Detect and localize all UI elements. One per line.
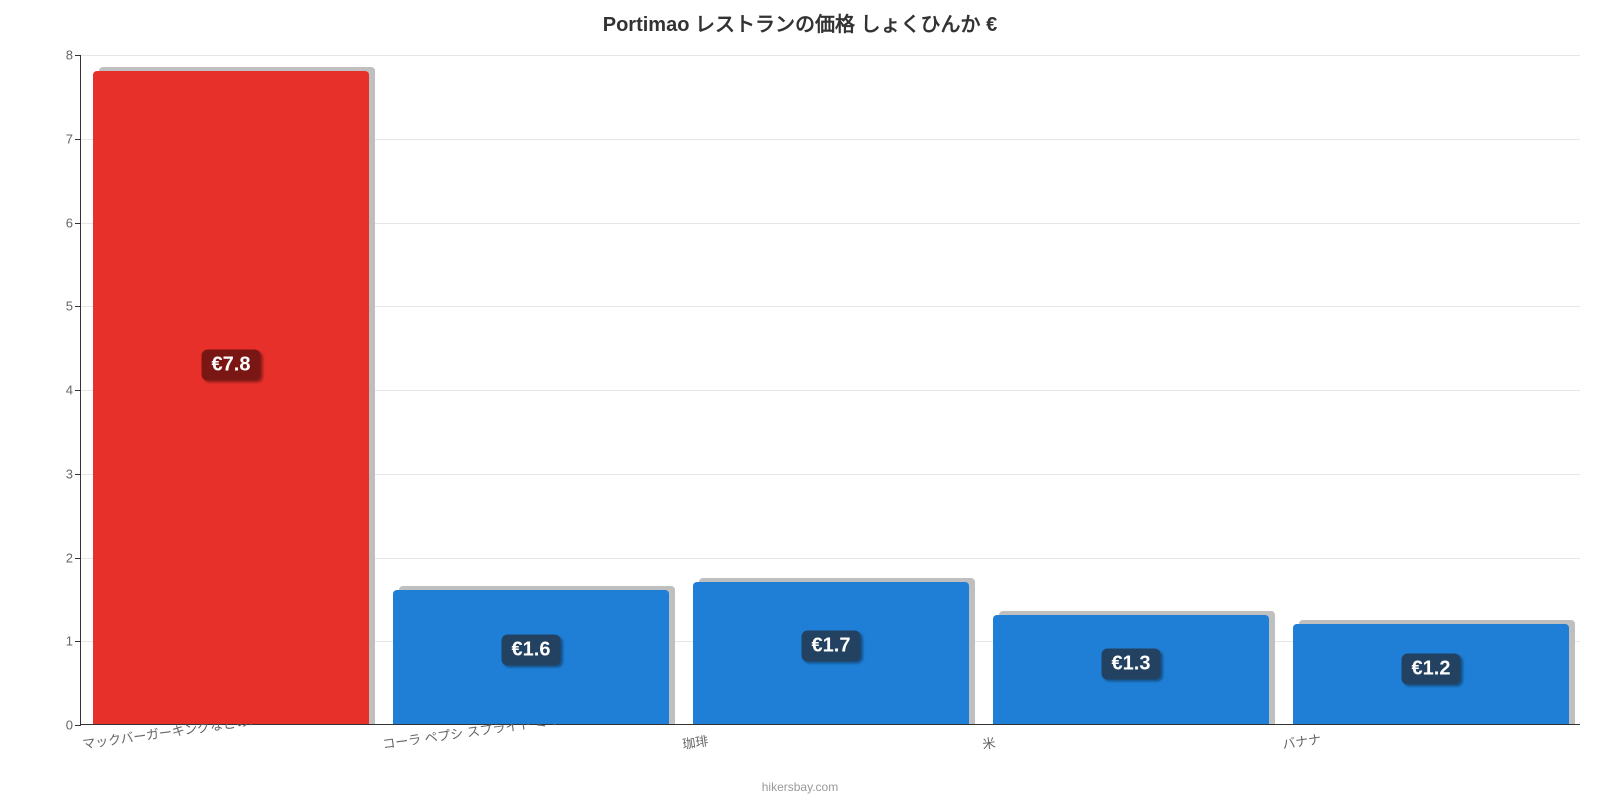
price-bar-chart: Portimao レストランの価格 しょくひんか € 012345678€7.8…: [0, 0, 1600, 800]
x-tick-label: 米: [981, 732, 997, 753]
value-badge: €1.6: [502, 635, 561, 666]
bar-slot: €7.8マックバーガーキングなどのバー: [81, 55, 381, 724]
attribution-text: hikersbay.com: [0, 780, 1600, 794]
plot-area: 012345678€7.8マックバーガーキングなどのバー€1.6コーラ ペプシ …: [80, 55, 1580, 725]
x-tick-label: バナナ: [1281, 729, 1322, 753]
x-tick-label: 珈琲: [681, 730, 709, 752]
bar-slot: €1.7珈琲: [681, 55, 981, 724]
y-tick-label: 4: [66, 383, 81, 398]
y-tick-label: 8: [66, 48, 81, 63]
chart-title: Portimao レストランの価格 しょくひんか €: [0, 8, 1600, 37]
y-tick-label: 2: [66, 550, 81, 565]
bar: [93, 71, 369, 724]
y-tick-label: 5: [66, 299, 81, 314]
y-tick-label: 0: [66, 718, 81, 733]
value-badge: €1.3: [1102, 649, 1161, 680]
bar-slot: €1.3米: [981, 55, 1281, 724]
value-badge: €1.7: [802, 630, 861, 661]
value-badge: €7.8: [202, 349, 261, 380]
bar-slot: €1.6コーラ ペプシ スプライト ミリンダ: [381, 55, 681, 724]
bar-slot: €1.2バナナ: [1281, 55, 1581, 724]
y-tick-label: 7: [66, 131, 81, 146]
y-tick-label: 3: [66, 466, 81, 481]
value-badge: €1.2: [1402, 653, 1461, 684]
y-tick-label: 1: [66, 634, 81, 649]
y-tick-label: 6: [66, 215, 81, 230]
